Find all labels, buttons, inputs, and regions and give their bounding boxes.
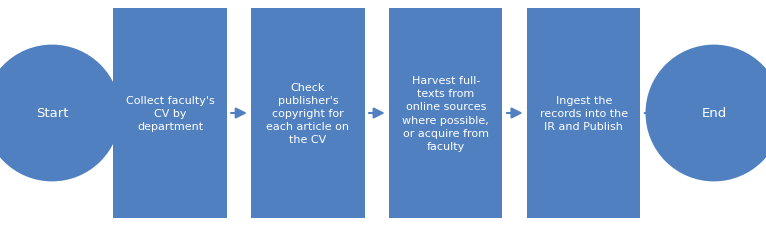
FancyBboxPatch shape [251, 9, 365, 218]
Text: Ingest the
records into the
IR and Publish: Ingest the records into the IR and Publi… [539, 95, 628, 132]
Text: Harvest full-
texts from
online sources
where possible,
or acquire from
faculty: Harvest full- texts from online sources … [402, 76, 489, 151]
Text: Start: Start [36, 107, 68, 120]
FancyBboxPatch shape [527, 9, 640, 218]
Ellipse shape [646, 45, 766, 182]
FancyBboxPatch shape [389, 9, 502, 218]
Text: End: End [702, 107, 726, 120]
Text: Check
publisher's
copyright for
each article on
the CV: Check publisher's copyright for each art… [267, 82, 349, 145]
FancyBboxPatch shape [113, 9, 227, 218]
Text: Collect faculty's
CV by
department: Collect faculty's CV by department [126, 95, 214, 132]
Ellipse shape [0, 45, 120, 182]
